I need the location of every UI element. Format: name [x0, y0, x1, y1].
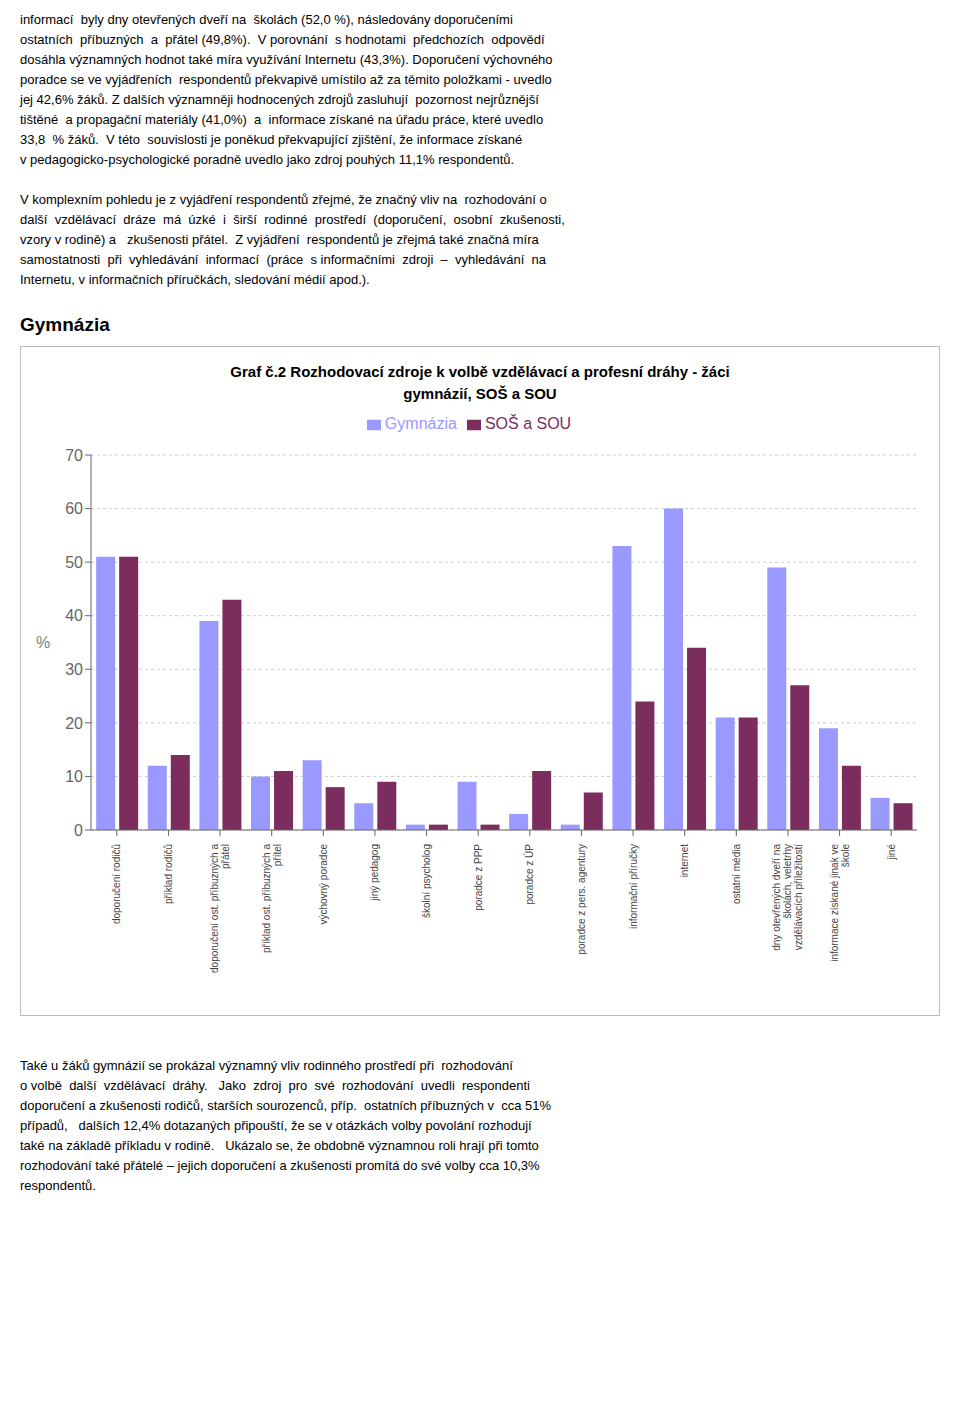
svg-text:doporučení ost. příbuzných apř: doporučení ost. příbuzných apřátel: [209, 844, 231, 973]
html-text:Graf č.2 Rozhodovací zdroje k: Graf č.2 Rozhodovací zdroje k volbě vzdě…: [230, 363, 730, 380]
svg-text:příklad ost. příbuzných apříte: příklad ost. příbuzných apřítel: [261, 844, 283, 953]
svg-text:0: 0: [74, 822, 83, 839]
svg-text:40: 40: [65, 607, 83, 624]
svg-text:výchovný poradce: výchovný poradce: [318, 844, 329, 925]
html-text:Také u žáků gymnázií se prokáz: Také u žáků gymnázií se prokázal významn…: [20, 1058, 552, 1193]
svg-text:poradce z pers. agentury: poradce z pers. agentury: [576, 844, 587, 955]
html-text:V komplexním pohledu je z vyjá: V komplexním pohledu je z vyjádření resp…: [20, 192, 565, 287]
svg-text:doporučení rodičů: doporučení rodičů: [111, 844, 122, 924]
svg-text:školní psycholog: školní psycholog: [421, 844, 432, 918]
html-text:informací byly dny otevřených: informací byly dny otevřených dveří na š…: [20, 12, 553, 167]
svg-text:%: %: [36, 634, 50, 651]
svg-text:50: 50: [65, 554, 83, 571]
svg-text:poradce z PPP: poradce z PPP: [473, 844, 484, 911]
html-text:SOŠ a SOU: SOŠ a SOU: [484, 415, 572, 432]
svg-text:ostatní média: ostatní média: [731, 844, 742, 904]
svg-text:30: 30: [65, 661, 83, 678]
svg-text:70: 70: [65, 447, 83, 464]
svg-text:informační příručky: informační příručky: [628, 844, 639, 929]
svg-text:dny otevřených dveří naškolách: dny otevřených dveří naškolách, veletrhy…: [771, 844, 804, 951]
svg-text:příklad rodičů: příklad rodičů: [163, 844, 174, 904]
html-text:Gymnázia: Gymnázia: [384, 415, 457, 432]
svg-text:jiné: jiné: [886, 844, 897, 861]
svg-text:10: 10: [65, 768, 83, 785]
svg-text:informace získané jinak veškol: informace získané jinak veškole: [829, 844, 851, 962]
svg-text:60: 60: [65, 500, 83, 517]
html-text:gymnázií, SOŠ a SOU: gymnázií, SOŠ a SOU: [403, 385, 557, 402]
svg-text:internet: internet: [679, 844, 690, 878]
html-text:Gymnázia: Gymnázia: [20, 314, 110, 335]
svg-text:poradce z ÚP: poradce z ÚP: [523, 844, 535, 905]
svg-text:jiný pedagog: jiný pedagog: [369, 844, 380, 902]
svg-text:20: 20: [65, 715, 83, 732]
